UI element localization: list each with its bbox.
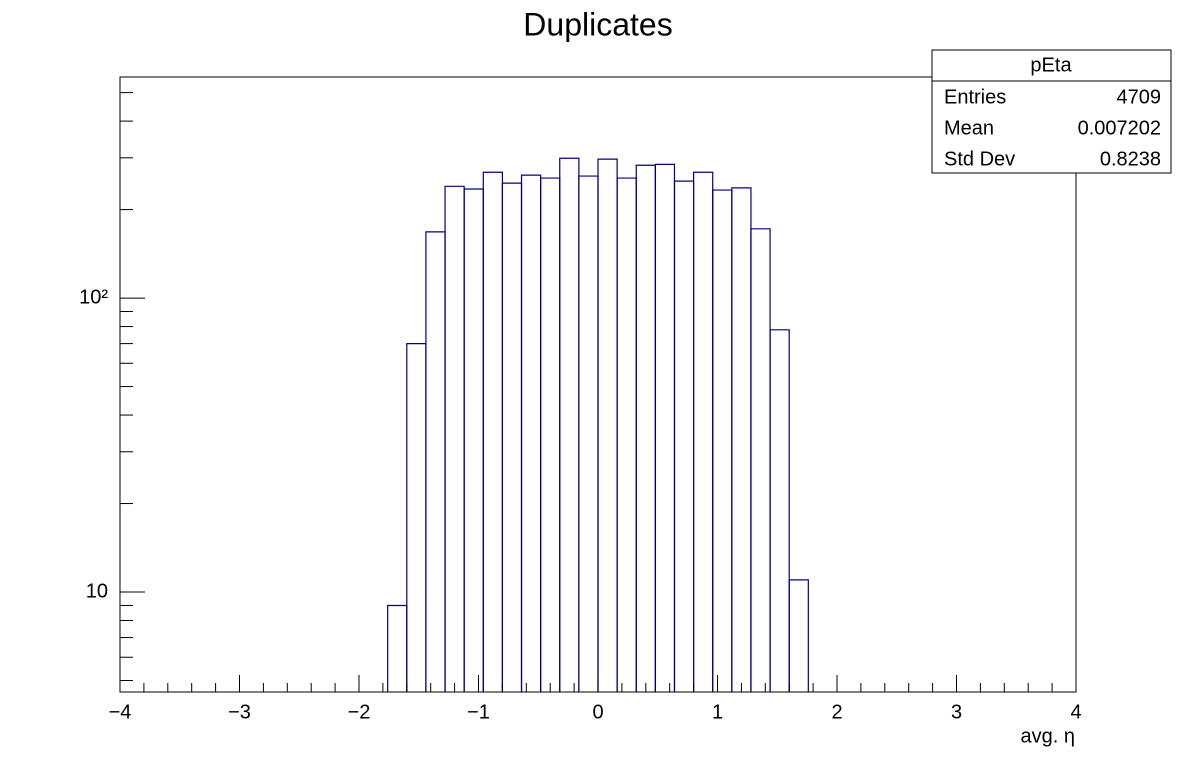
stats-frame [931,49,1172,174]
x-tick-label: −4 [109,701,132,723]
stats-label: Entries [944,86,1006,108]
x-tick-label: −1 [467,701,490,723]
x-tick-label: 2 [831,701,842,723]
stats-box: pEta [931,49,1172,174]
bar [788,579,809,692]
histogram [387,157,809,692]
bar [769,329,790,692]
stats-title: pEta [1030,54,1072,76]
y-tick-label: 10² [79,286,108,308]
x-tick-label: −2 [348,701,371,723]
x-tick-label: 1 [712,701,723,723]
x-tick-label: 3 [951,701,962,723]
stats-label: Std Dev [944,148,1015,170]
x-tick-label: 4 [1070,701,1081,723]
stats-value: 0.007202 [1078,117,1161,139]
x-axis-label: avg. η [1021,725,1075,747]
stats-label: Mean [944,117,994,139]
y-tick-label: 10 [86,580,108,602]
x-tick-label: 0 [592,701,603,723]
stats-value: 0.8238 [1100,148,1161,170]
stats-value: 4709 [1117,86,1162,108]
chart-title: Duplicates [523,6,672,42]
x-tick-label: −3 [228,701,251,723]
